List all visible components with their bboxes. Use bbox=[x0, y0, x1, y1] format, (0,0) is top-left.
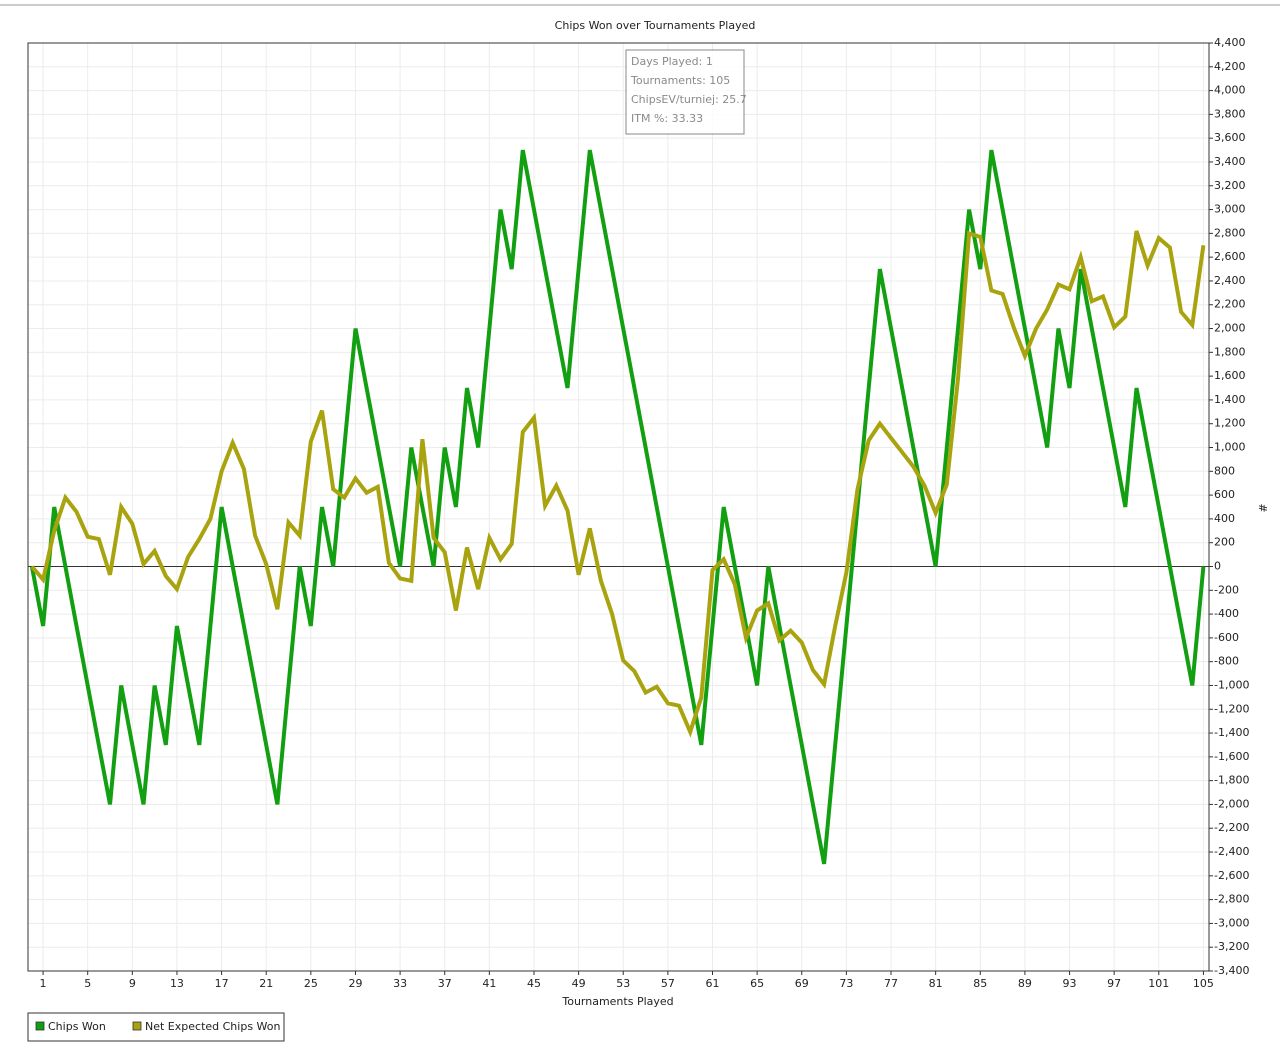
y-tick-label: 0 bbox=[1214, 559, 1221, 572]
tooltip-line: ChipsEV/turniej: 25.7 bbox=[631, 93, 747, 106]
y-tick-label: 4,400 bbox=[1214, 36, 1246, 49]
axes: -3,400 -3,200 -3,000 -2,800 -2,600 -2,400 -2,2… bbox=[28, 36, 1249, 990]
y-tick-label: -3,200 bbox=[1214, 940, 1249, 953]
x-tick-label: 61 bbox=[706, 977, 720, 990]
x-tick-label: 37 bbox=[438, 977, 452, 990]
y-tick-label: 1,600 bbox=[1214, 369, 1246, 382]
legend-swatch bbox=[132, 1021, 142, 1031]
x-tick-label: 1 bbox=[40, 977, 47, 990]
lines bbox=[29, 149, 1206, 865]
y-tick-label: 2,200 bbox=[1214, 298, 1246, 311]
x-tick-label: 21 bbox=[259, 977, 273, 990]
y-tick-label: -800 bbox=[1214, 655, 1239, 668]
x-tick-label: 73 bbox=[839, 977, 853, 990]
legend-swatch bbox=[35, 1021, 45, 1031]
x-tick-label: 29 bbox=[348, 977, 362, 990]
tooltip: Days Played: 1 Tournaments: 105 ChipsEV/… bbox=[625, 49, 747, 135]
x-tick-label: 89 bbox=[1018, 977, 1032, 990]
y-tick-label: -400 bbox=[1214, 607, 1239, 620]
y-tick-label: 3,400 bbox=[1214, 155, 1246, 168]
y-tick-label: -2,800 bbox=[1214, 893, 1249, 906]
y-tick-label: -3,000 bbox=[1214, 916, 1249, 929]
y-tick-label: -2,000 bbox=[1214, 797, 1249, 810]
y-tick-label: 3,800 bbox=[1214, 107, 1246, 120]
y-tick-label: -600 bbox=[1214, 631, 1239, 644]
series-line bbox=[29, 149, 1206, 865]
x-tick-label: 69 bbox=[795, 977, 809, 990]
x-tick-label: 85 bbox=[973, 977, 987, 990]
series-line bbox=[30, 230, 1206, 738]
y-tick-label: 1,800 bbox=[1214, 345, 1246, 358]
tooltip-line: Days Played: 1 bbox=[631, 55, 713, 68]
y-tick-label: 600 bbox=[1214, 488, 1235, 501]
y-tick-label: -3,400 bbox=[1214, 964, 1249, 977]
plot-frame bbox=[27, 42, 1210, 972]
y-tick-label: 2,000 bbox=[1214, 322, 1246, 335]
x-tick-label: 53 bbox=[616, 977, 630, 990]
x-tick-label: 5 bbox=[84, 977, 91, 990]
y-tick-label: -1,400 bbox=[1214, 726, 1249, 739]
x-tick-label: 81 bbox=[929, 977, 943, 990]
y-tick-label: 3,200 bbox=[1214, 179, 1246, 192]
y-tick-label: -1,600 bbox=[1214, 750, 1249, 763]
x-tick-label: 33 bbox=[393, 977, 407, 990]
y-tick-label: 1,000 bbox=[1214, 441, 1246, 454]
y-tick-label: -1,200 bbox=[1214, 702, 1249, 715]
legend-label: Net Expected Chips Won bbox=[145, 1020, 281, 1033]
x-tick-label: 49 bbox=[572, 977, 586, 990]
x-tick-label: 97 bbox=[1107, 977, 1121, 990]
y-tick-label: 200 bbox=[1214, 536, 1235, 549]
legend-box bbox=[27, 1012, 285, 1042]
x-tick-label: 77 bbox=[884, 977, 898, 990]
y-tick-label: 3,000 bbox=[1214, 203, 1246, 216]
y-axis-label: # bbox=[1256, 503, 1269, 512]
x-tick-label: 101 bbox=[1148, 977, 1169, 990]
x-tick-label: 17 bbox=[215, 977, 229, 990]
x-tick-label: 65 bbox=[750, 977, 764, 990]
tooltip-line: Tournaments: 105 bbox=[630, 74, 730, 87]
y-tick-label: 1,400 bbox=[1214, 393, 1246, 406]
x-axis-label: Tournaments Played bbox=[561, 995, 673, 1008]
y-tick-label: 2,600 bbox=[1214, 250, 1246, 263]
y-tick-label: -1,000 bbox=[1214, 678, 1249, 691]
legend-label: Chips Won bbox=[48, 1020, 106, 1033]
y-tick-label: 800 bbox=[1214, 464, 1235, 477]
y-tick-label: -2,400 bbox=[1214, 845, 1249, 858]
y-tick-label: -2,200 bbox=[1214, 821, 1249, 834]
tooltip-box bbox=[625, 49, 745, 135]
x-tick-label: 13 bbox=[170, 977, 184, 990]
y-tick-label: -1,800 bbox=[1214, 774, 1249, 787]
x-tick-label: 25 bbox=[304, 977, 318, 990]
x-tick-label: 41 bbox=[482, 977, 496, 990]
y-tick-label: 1,200 bbox=[1214, 417, 1246, 430]
y-tick-label: -2,600 bbox=[1214, 869, 1249, 882]
y-tick-label: 2,400 bbox=[1214, 274, 1246, 287]
y-tick-label: -200 bbox=[1214, 583, 1239, 596]
x-tick-label: 9 bbox=[129, 977, 136, 990]
x-tick-label: 93 bbox=[1063, 977, 1077, 990]
legend: Chips Won Net Expected Chips Won bbox=[27, 1012, 285, 1042]
y-tick-label: 2,800 bbox=[1214, 226, 1246, 239]
x-tick-label: 105 bbox=[1193, 977, 1214, 990]
tooltip-line: ITM %: 33.33 bbox=[631, 112, 703, 125]
grid bbox=[28, 42, 1209, 972]
x-tick-label: 45 bbox=[527, 977, 541, 990]
y-tick-label: 3,600 bbox=[1214, 131, 1246, 144]
y-tick-label: 4,000 bbox=[1214, 84, 1246, 97]
y-tick-label: 400 bbox=[1214, 512, 1235, 525]
x-tick-label: 57 bbox=[661, 977, 675, 990]
y-tick-label: 4,200 bbox=[1214, 60, 1246, 73]
chart-title: Chips Won over Tournaments Played bbox=[555, 19, 756, 32]
